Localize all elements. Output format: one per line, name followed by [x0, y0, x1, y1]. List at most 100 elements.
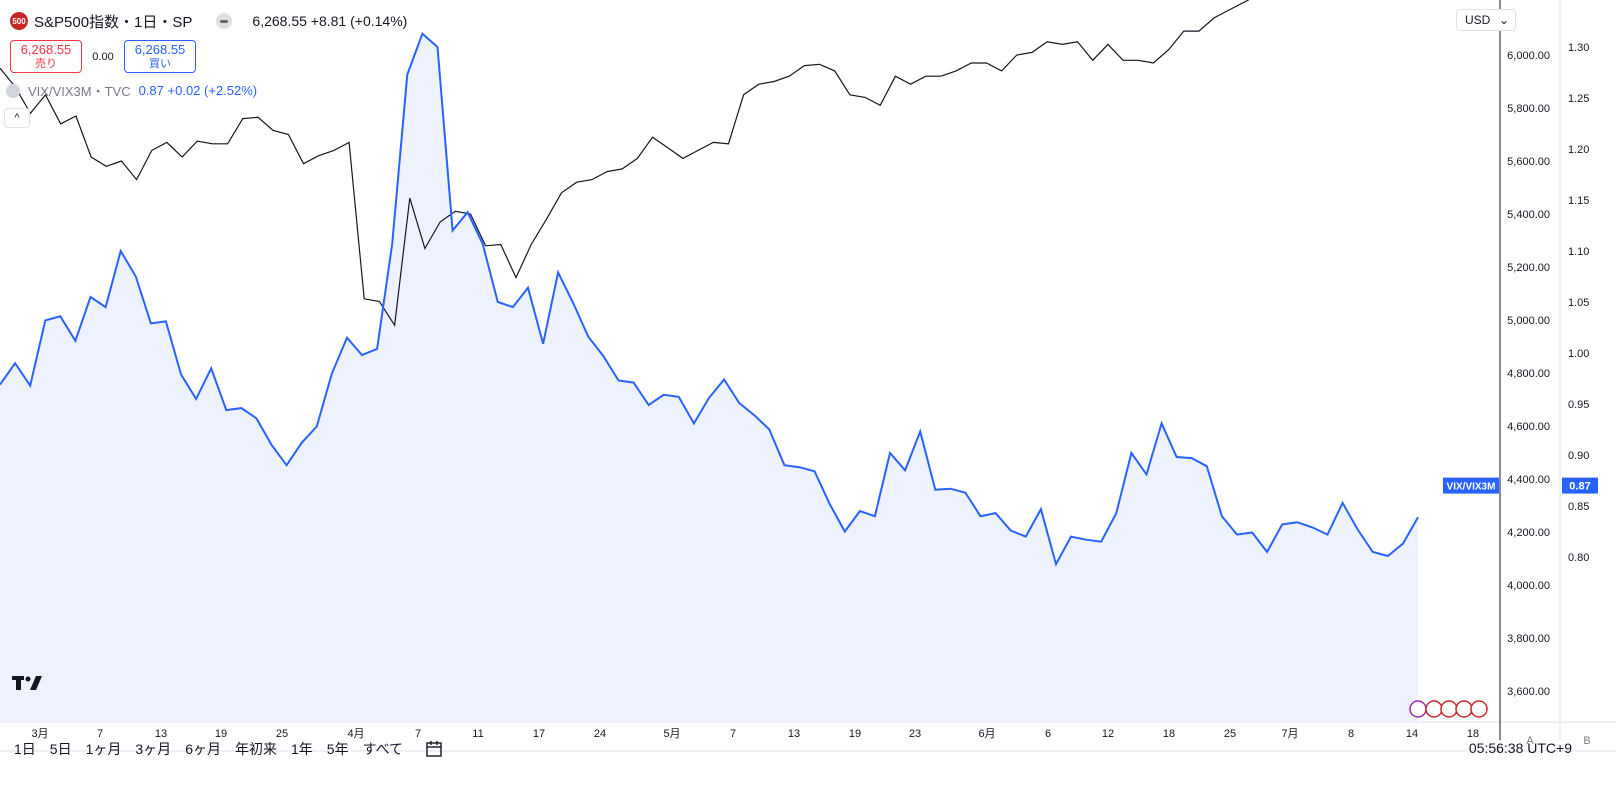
ratio-area-fill: [0, 33, 1418, 722]
right-axis-tick-label: 1.05: [1568, 297, 1589, 309]
symbol-row: 500 S&P500指数・1日・SP 6,268.55 +8.81 (+0.14…: [10, 10, 407, 32]
timeframe-button[interactable]: 3ヶ月: [135, 741, 172, 757]
time-axis-tick-label: 8: [1348, 728, 1354, 740]
left-axis-tick-label: 5,200.00: [1507, 262, 1550, 274]
time-axis-tick-label: 25: [1224, 728, 1236, 740]
chevron-down-icon: ⌄: [1498, 13, 1509, 27]
sell-price: 6,268.55: [20, 41, 72, 57]
left-price-axis[interactable]: 6,000.00 5,800.00 5,600.00 5,400.00 5,200.00…: [1507, 50, 1550, 698]
market-status-icon[interactable]: [216, 13, 233, 29]
time-axis-tick-label: 6月: [978, 728, 995, 740]
us-flag-event-icon[interactable]: [1425, 700, 1443, 718]
left-axis-tick-label: 4,400.00: [1507, 474, 1550, 486]
symbol-price: 6,268.55 +8.81 (+0.14%): [252, 13, 408, 29]
time-axis-tick-label: 7: [415, 728, 421, 740]
time-axis-tick-label: 5月: [663, 728, 680, 740]
indicator-eye-icon[interactable]: [6, 83, 20, 98]
currency-select[interactable]: USD ⌄: [1456, 9, 1516, 31]
timeframe-button[interactable]: 年初来: [234, 741, 277, 757]
ratio-series-line: [0, 31, 1419, 567]
left-axis-tick-label: 4,000.00: [1507, 580, 1550, 592]
event-flags[interactable]: [1409, 700, 1488, 718]
right-axis-tick-label: 1.10: [1568, 246, 1589, 258]
timeframe-button[interactable]: 5日: [49, 741, 72, 757]
scale-button-a[interactable]: A: [1526, 735, 1534, 747]
series-name-label-bg: [1443, 477, 1499, 494]
left-axis-tick-label: 4,800.00: [1507, 368, 1550, 380]
time-axis-tick-label: 13: [788, 728, 800, 740]
us-flag-event-icon[interactable]: [1470, 700, 1488, 718]
time-axis-tick-label: 7: [97, 728, 103, 740]
left-axis-tick-label: 4,600.00: [1507, 421, 1550, 433]
time-axis[interactable]: 3月 7 13 19 25 4月 7 11 17 24 5月 7 13 19 23 6月 6 12 18 25 7月 8 1…: [31, 728, 1479, 740]
logo-dot-shape: [25, 676, 31, 682]
time-axis-tick-label: 14: [1406, 728, 1418, 740]
scale-button-b[interactable]: B: [1583, 735, 1590, 747]
tradingview-logo-icon[interactable]: [12, 676, 42, 690]
right-axis-tick-label: 1.25: [1568, 93, 1589, 105]
clock-display[interactable]: 05:56:38 UTC+9: [1468, 740, 1572, 756]
time-axis-tick-label: 23: [909, 728, 921, 740]
time-axis-tick-label: 7: [730, 728, 736, 740]
indicator-value: 0.87 +0.02 (+2.52%): [138, 83, 258, 98]
us-flag-event-icon[interactable]: [1440, 700, 1458, 718]
buy-price: 6,268.55: [134, 41, 186, 57]
left-axis-tick-label: 4,200.00: [1507, 527, 1550, 539]
left-axis-tick-label: 5,000.00: [1507, 315, 1550, 327]
right-axis-tick-label: 0.80: [1568, 552, 1589, 564]
logo-v-shape: [30, 676, 42, 690]
timeframe-button[interactable]: 1年: [290, 741, 313, 757]
right-price-axis[interactable]: 1.30 1.25 1.20 1.15 1.10 1.05 1.00 0.95 0.90 0.85…: [1443, 42, 1598, 564]
timeframe-button[interactable]: 5年: [326, 741, 349, 757]
series-name-label: VIX/VIX3M: [1447, 482, 1496, 493]
collapse-legend-button[interactable]: ^: [4, 108, 30, 128]
left-axis-tick-label: 6,000.00: [1507, 50, 1550, 62]
time-axis-tick-label: 25: [276, 728, 288, 740]
us-flag-event-icon[interactable]: [1455, 700, 1473, 718]
buy-label: 買い: [149, 57, 171, 70]
currency-label: USD: [1465, 13, 1491, 27]
go-to-date-icon[interactable]: [425, 740, 443, 758]
left-axis-tick-label: 3,600.00: [1507, 686, 1550, 698]
sp500-logo-icon: 500: [10, 12, 28, 30]
time-axis-tick-label: 6: [1045, 728, 1051, 740]
time-axis-tick-label: 18: [1467, 728, 1479, 740]
lightning-event-icon[interactable]: [1409, 700, 1427, 718]
indicator-row: VIX/VIX3M・TVC 0.87 +0.02 (+2.52%): [6, 81, 407, 100]
time-axis-tick-label: 17: [533, 728, 545, 740]
timeframe-bar: 1日 5日 1ヶ月 3ヶ月 6ヶ月 年初来 1年 5年 すべて: [0, 735, 1616, 763]
left-axis-tick-label: 3,800.00: [1507, 633, 1550, 645]
time-axis-tick-label: 19: [849, 728, 861, 740]
right-axis-tick-label: 1.30: [1568, 42, 1589, 54]
buy-button[interactable]: 6,268.55 買い: [124, 40, 196, 73]
spread-value: 0.00: [92, 50, 114, 63]
time-axis-tick-label: 18: [1163, 728, 1175, 740]
right-axis-tick-label: 1.20: [1568, 144, 1589, 156]
sell-button[interactable]: 6,268.55 売り: [10, 40, 82, 73]
left-axis-tick-label: 5,800.00: [1507, 103, 1550, 115]
time-axis-tick-label: 13: [155, 728, 167, 740]
logo-stem-shape: [16, 676, 21, 690]
time-axis-tick-label: 4月: [347, 728, 364, 740]
time-axis-tick-label: 24: [594, 728, 606, 740]
timeframe-button[interactable]: 1ヶ月: [85, 741, 122, 757]
right-axis-tick-label: 0.90: [1568, 450, 1589, 462]
timeframe-button[interactable]: すべて: [362, 741, 404, 757]
timeframe-button[interactable]: 1日: [14, 741, 36, 757]
last-value-label-bg: [1562, 477, 1598, 494]
spx-series-line: [0, 0, 1250, 328]
right-axis-tick-label: 0.85: [1568, 501, 1589, 513]
time-axis-tick-label: 19: [215, 728, 227, 740]
indicator-name[interactable]: VIX/VIX3M・TVC: [28, 84, 131, 99]
right-axis-tick-label: 0.95: [1568, 399, 1589, 411]
symbol-title[interactable]: S&P500指数・1日・SP: [34, 13, 193, 31]
time-axis-tick-label: 3月: [31, 728, 48, 740]
chart-legend: 500 S&P500指数・1日・SP 6,268.55 +8.81 (+0.14…: [4, 10, 407, 128]
sell-label: 売り: [35, 57, 57, 70]
plot-area[interactable]: [0, 0, 1419, 722]
time-axis-tick-label: 11: [472, 728, 483, 740]
last-value-label: 0.87: [1569, 481, 1590, 493]
timeframe-button[interactable]: 6ヶ月: [185, 741, 221, 757]
right-axis-tick-label: 1.15: [1568, 195, 1589, 207]
